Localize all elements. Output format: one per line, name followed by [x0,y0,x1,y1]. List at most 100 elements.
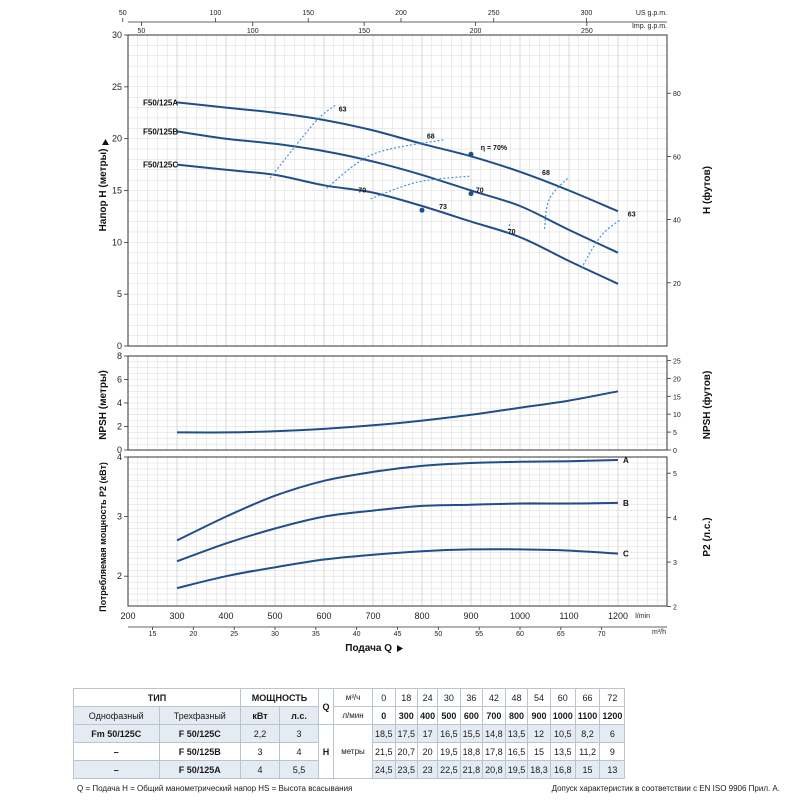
x-tick-label: 500 [267,611,282,621]
m3h-unit: m³/h [652,629,666,636]
head-axis-label: Напор H (метры) [98,149,109,232]
x-tick-label: 800 [414,611,429,621]
head-cell: 24,5 [372,760,396,779]
hp-value: 4 [279,742,319,761]
operating-point [419,207,425,213]
head-cell: 20 [417,742,439,761]
q-lmin-cell: 0 [372,706,396,725]
power-axis-label: Потребляемая мощность P2 (кВт) [98,462,108,612]
power-axis-label-right: P2 (л.с.) [702,517,713,556]
y-tick-label: 4 [117,398,122,408]
q-m3h-cell: 48 [504,688,529,707]
series-label: A [623,456,629,465]
head-cell: 22,5 [437,760,461,779]
m3h-tick-label: 30 [271,631,279,638]
single-phase-model: Fm 50/125C [73,724,160,743]
footer-note: Допуск характеристик в соответствии с EN… [551,784,780,793]
head-cell: 10,5 [549,724,576,743]
series-line-b [176,501,619,563]
x-tick-label: 400 [218,611,233,621]
m3h-tick-label: 15 [149,631,157,638]
q-lmin-cell: 1100 [574,706,601,725]
head-cell: 13,5 [549,742,576,761]
series-line-f50-125c [176,163,619,285]
q-lmin-cell: 600 [459,706,484,725]
y-right-tick-label: 15 [673,394,681,401]
y-tick-label: 30 [112,30,122,40]
q-m3h-cell: 0 [372,688,396,707]
m3h-tick-label: 25 [230,631,238,638]
efficiency-label: 70 [476,188,484,195]
head-cell: 20,7 [394,742,419,761]
q-m3h-cell: 72 [599,688,626,707]
single-phase-model: – [73,742,160,761]
y-right-tick-label: 10 [673,412,681,419]
three-phase-model: F 50/125A [158,760,242,779]
x-tick-label: 300 [169,611,184,621]
y-tick-label: 0 [117,445,122,455]
head-cell: 15 [527,742,551,761]
head-cell: 12 [527,724,551,743]
q-m3h-cell: 18 [394,688,419,707]
lmin-unit: l/min [635,613,650,620]
efficiency-line [580,219,621,269]
y-tick-label: 4 [117,452,122,462]
m3h-tick-label: 70 [598,631,606,638]
series-label: F50/125C [143,161,178,170]
y-right-tick-label: 20 [673,281,681,288]
q-lmin-cell: 1000 [549,706,576,725]
head-cell: 19,5 [504,760,529,779]
y-right-tick-label: 0 [673,448,677,455]
y-tick-label: 20 [112,134,122,144]
kw-value: 3 [240,742,280,761]
efficiency-label: 68 [542,170,550,177]
y-right-tick-label: 2 [673,605,677,612]
three-phase-header: Трехфазный [158,706,242,725]
head-cell: 19,5 [437,742,461,761]
q-lmin-cell: 900 [527,706,551,725]
head-axis-label-right: H (футов) [701,166,713,214]
head-cell: 17,5 [394,724,419,743]
efficiency-line [269,104,337,179]
imp-gpm-unit: Imp. g.p.m. [632,23,667,30]
series-label: B [623,499,629,508]
three-phase-model: F 50/125C [158,724,242,743]
y-tick-label: 8 [117,351,122,361]
kw-value: 2,2 [240,724,280,743]
y-tick-label: 15 [112,186,122,196]
m3h-tick-label: 35 [312,631,320,638]
x-tick-label: 700 [365,611,380,621]
head-cell: 16,8 [549,760,576,779]
head-cell: 18,8 [459,742,484,761]
x-tick-label: 1000 [510,611,530,621]
q-lmin-cell: 500 [437,706,461,725]
operating-point [468,191,474,197]
pump-performance-chart: 0510152025300246823420406080051015202523… [98,10,713,654]
series-label: F50/125B [143,127,178,136]
kw-header: кВт [240,706,280,725]
us-gpm-tick-label: 100 [210,10,222,17]
q-lmin-cell: 300 [394,706,419,725]
head-cell: 18,5 [372,724,396,743]
h-header: H [318,724,334,779]
efficiency-label: 73 [439,204,447,211]
head-cell: 17,8 [482,742,506,761]
head-cell: 11,2 [574,742,601,761]
head-cell: 21,8 [459,760,484,779]
footer: Q = Подача H = Общий манометрический нап… [77,784,780,793]
head-cell: 23,5 [394,760,419,779]
us-gpm-tick-label: 150 [302,10,314,17]
x-tick-label: 900 [463,611,478,621]
series-line-npsh [176,390,619,434]
head-cell: 16,5 [437,724,461,743]
y-tick-label: 10 [112,237,122,247]
x-tick-label: 200 [120,611,135,621]
q-lmin-cell: 700 [482,706,506,725]
q-m3h-cell: 30 [437,688,461,707]
imp-gpm-tick-label: 50 [137,28,145,35]
flow-axis-arrow-icon [397,645,403,652]
y-right-tick-label: 80 [673,91,681,98]
efficiency-line [507,221,511,235]
head-cell: 8,2 [574,724,601,743]
spec-table: ТИП МОЩНОСТЬ Q м³/ч 0 18 24 30 36 42 48 … [73,688,626,779]
